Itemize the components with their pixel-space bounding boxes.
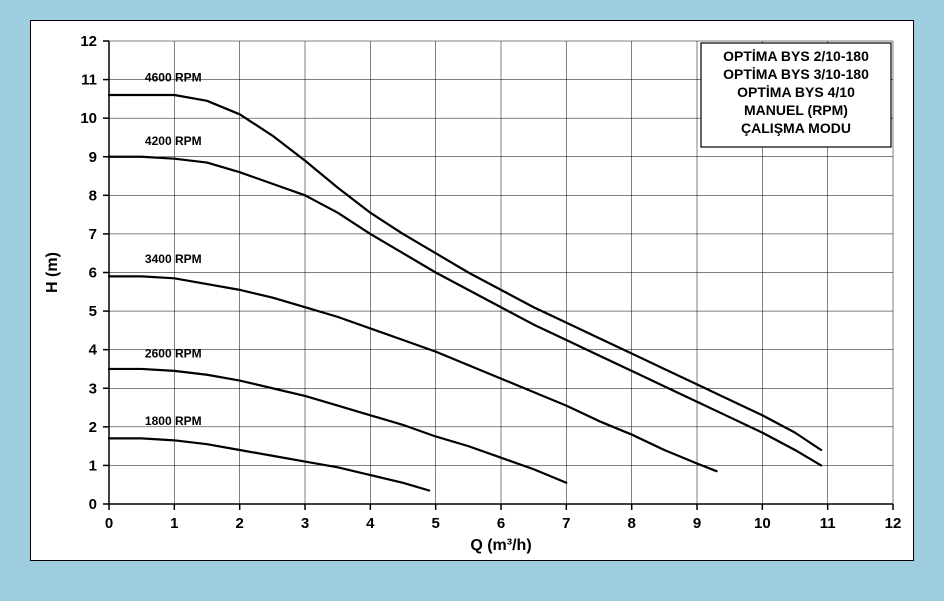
y-tick-label: 0 [89, 496, 97, 513]
curve-label: 3400 RPM [145, 252, 202, 266]
x-tick-label: 6 [497, 515, 505, 532]
legend-line: MANUEL (RPM) [744, 102, 848, 118]
curve-label: 2600 RPM [145, 346, 202, 360]
curve-label: 1800 RPM [145, 414, 202, 428]
x-tick-label: 9 [693, 515, 701, 532]
x-tick-label: 4 [366, 515, 375, 532]
legend-line: OPTİMA BYS 2/10-180 [723, 48, 869, 64]
x-axis-label: Q (m³/h) [470, 537, 531, 554]
y-tick-label: 10 [80, 110, 97, 127]
y-tick-label: 1 [89, 457, 97, 474]
x-tick-label: 7 [562, 515, 570, 532]
curve-label: 4600 RPM [145, 71, 202, 85]
chart-container: 01234567891011120123456789101112Q (m³/h)… [30, 20, 914, 561]
legend-line: OPTİMA BYS 3/10-180 [723, 66, 869, 82]
y-axis-label: H (m) [44, 252, 61, 293]
pump-curve-chart: 01234567891011120123456789101112Q (m³/h)… [31, 21, 913, 560]
y-tick-label: 2 [89, 419, 97, 436]
x-tick-label: 1 [170, 515, 178, 532]
x-tick-label: 0 [105, 515, 113, 532]
y-tick-label: 9 [89, 149, 97, 166]
curve-label: 4200 RPM [145, 134, 202, 148]
y-tick-label: 7 [89, 226, 97, 243]
x-tick-label: 5 [431, 515, 439, 532]
x-tick-label: 11 [820, 515, 836, 532]
x-tick-label: 10 [754, 515, 771, 532]
x-tick-label: 8 [627, 515, 635, 532]
y-tick-label: 11 [81, 72, 97, 89]
x-tick-label: 3 [301, 515, 309, 532]
legend-box: OPTİMA BYS 2/10-180 OPTİMA BYS 3/10-180 OP… [701, 43, 891, 147]
legend-line: OPTİMA BYS 4/10 [737, 84, 855, 100]
pump-curve [109, 438, 429, 490]
y-tick-label: 3 [89, 380, 97, 397]
y-tick-label: 5 [89, 303, 97, 320]
x-tick-label: 12 [885, 515, 902, 532]
y-tick-label: 6 [89, 265, 97, 282]
x-tick-label: 2 [235, 515, 243, 532]
y-tick-label: 4 [89, 342, 98, 359]
legend-line: ÇALIŞMA MODU [741, 120, 851, 136]
y-tick-label: 8 [89, 187, 97, 204]
y-tick-label: 12 [80, 33, 97, 50]
